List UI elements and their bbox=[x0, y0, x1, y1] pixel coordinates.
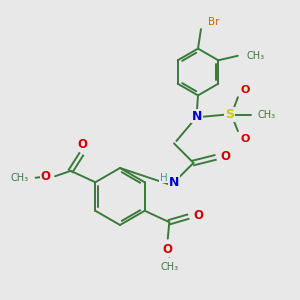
Text: O: O bbox=[40, 170, 51, 183]
Text: S: S bbox=[225, 108, 234, 121]
Text: H: H bbox=[160, 173, 167, 183]
Text: Br: Br bbox=[208, 17, 220, 27]
Text: O: O bbox=[78, 138, 88, 151]
Text: O: O bbox=[193, 209, 203, 222]
Text: O: O bbox=[240, 85, 250, 95]
Text: N: N bbox=[169, 176, 179, 189]
Text: N: N bbox=[192, 110, 202, 123]
Text: CH₃: CH₃ bbox=[160, 262, 178, 272]
Text: O: O bbox=[220, 149, 230, 163]
Text: O: O bbox=[162, 243, 172, 256]
Text: CH₃: CH₃ bbox=[246, 51, 264, 61]
Text: CH₃: CH₃ bbox=[258, 110, 276, 120]
Text: O: O bbox=[240, 134, 250, 143]
Text: CH₃: CH₃ bbox=[11, 173, 29, 183]
